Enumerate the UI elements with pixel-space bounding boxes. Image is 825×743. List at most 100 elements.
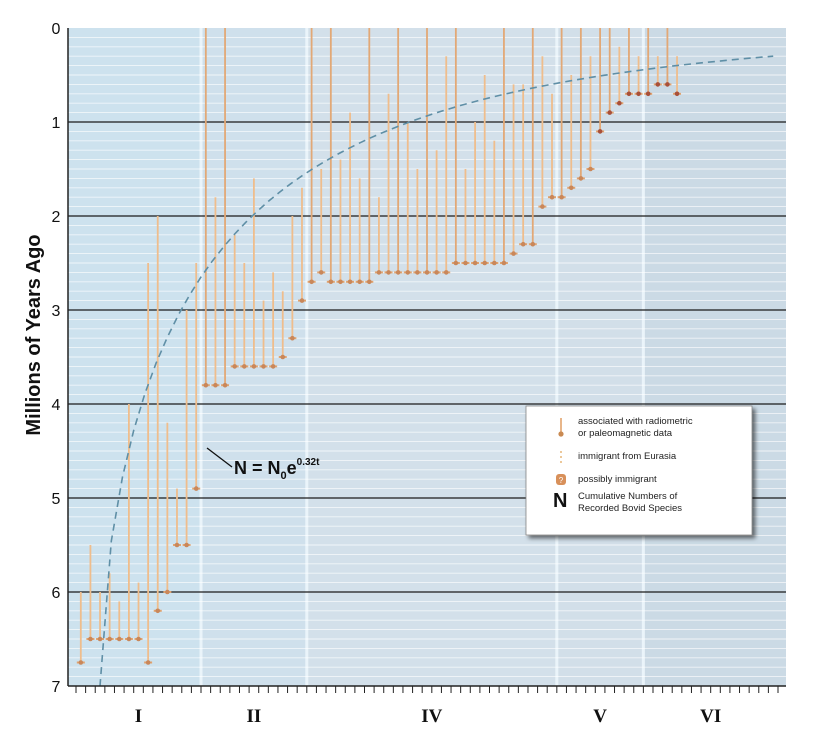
species-bar — [509, 84, 518, 256]
y-tick-label: 0 — [52, 21, 61, 38]
species-bar — [586, 56, 595, 172]
first-appearance-dot — [213, 382, 218, 388]
y-axis-tick-labels: 0 1 2 3 4 5 6 7 — [52, 21, 61, 696]
species-bar — [403, 122, 412, 275]
y-tick-label: 7 — [52, 679, 61, 696]
phase-label-v: V — [593, 706, 607, 727]
species-bar — [605, 28, 614, 115]
first-appearance-dot — [145, 660, 151, 665]
species-bar — [519, 84, 528, 247]
first-appearance-dot — [607, 110, 613, 115]
species-range-bars — [76, 28, 682, 665]
species-bar — [471, 122, 480, 266]
first-appearance-dot — [511, 251, 516, 256]
species-bar — [201, 28, 210, 388]
first-appearance-dot — [155, 608, 161, 614]
species-bar — [365, 28, 374, 285]
y-tick-label: 2 — [52, 209, 61, 226]
first-appearance-dot — [290, 335, 295, 341]
phase-label-i: I — [135, 706, 142, 727]
legend-label-immigrant: immigrant from Eurasia — [578, 451, 677, 462]
species-bar — [442, 56, 451, 275]
species-bar — [624, 28, 633, 97]
species-bar — [615, 46, 624, 106]
first-appearance-dot — [184, 542, 189, 548]
species-bar — [124, 404, 133, 642]
species-bar — [673, 56, 682, 97]
legend: associated with radiometric or paleomagne… — [525, 405, 753, 536]
first-appearance-dot — [203, 382, 209, 388]
species-bar — [634, 56, 643, 97]
species-bar — [663, 28, 672, 87]
species-bar — [240, 263, 249, 369]
legend-marker-n: N — [553, 490, 567, 512]
formula-pointer — [206, 447, 233, 468]
first-appearance-dot — [309, 279, 314, 285]
first-appearance-dot — [482, 260, 487, 266]
species-bar — [557, 28, 566, 200]
formula-text: N = N0e0.32t — [234, 457, 320, 482]
species-bar — [115, 601, 124, 642]
first-appearance-dot — [338, 279, 343, 285]
species-bar — [567, 75, 576, 191]
y-tick-label: 1 — [52, 115, 61, 132]
first-appearance-dot — [165, 589, 170, 595]
species-bar — [259, 300, 268, 369]
species-bar — [461, 169, 470, 266]
species-bar — [153, 216, 162, 614]
species-bar — [76, 592, 85, 665]
species-bar — [211, 197, 220, 388]
first-appearance-dot — [116, 636, 122, 642]
first-appearance-dot — [578, 176, 584, 181]
phase-label-vi: VI — [700, 706, 721, 727]
species-bar — [384, 93, 393, 275]
first-appearance-dot — [424, 270, 430, 275]
species-bar — [269, 272, 278, 369]
first-appearance-dot — [665, 82, 670, 87]
species-bar — [538, 56, 547, 209]
y-tick-label: 4 — [52, 397, 61, 414]
species-bar — [249, 178, 258, 369]
first-appearance-dot — [674, 91, 680, 97]
species-bar — [307, 28, 316, 285]
species-bar — [86, 545, 95, 642]
species-bar — [163, 422, 172, 595]
species-bar — [221, 28, 230, 388]
species-bar — [644, 28, 653, 97]
species-bar — [394, 28, 403, 275]
first-appearance-dot — [540, 204, 545, 209]
first-appearance-dot — [645, 91, 651, 97]
first-appearance-dot — [463, 260, 468, 266]
y-tick-label: 3 — [52, 303, 61, 320]
first-appearance-dot — [222, 382, 228, 388]
phase-label-ii: II — [247, 706, 262, 727]
first-appearance-dot — [453, 260, 459, 266]
first-appearance-dot — [520, 241, 526, 247]
first-appearance-dot — [251, 364, 257, 369]
exponential-trend-line — [99, 55, 774, 687]
first-appearance-dot — [376, 270, 382, 275]
first-appearance-dot — [107, 636, 112, 642]
species-bar — [278, 291, 287, 360]
species-bar — [653, 56, 662, 87]
first-appearance-dot — [530, 241, 536, 247]
first-appearance-dot — [626, 91, 632, 97]
first-appearance-dot — [434, 270, 439, 275]
first-appearance-dot — [636, 91, 641, 97]
legend-label-radiometric: associated with radiometric or paleomagne… — [578, 416, 693, 439]
first-appearance-dot — [136, 636, 141, 642]
species-bar — [192, 263, 201, 491]
species-bar — [451, 28, 460, 266]
species-bar — [490, 140, 499, 266]
y-axis-label: Millions of Years Ago — [23, 234, 45, 435]
first-appearance-dot — [261, 364, 266, 369]
first-appearance-dot — [126, 636, 132, 642]
first-appearance-dot — [405, 270, 411, 275]
phase-labels: I II IV V VI — [135, 706, 721, 727]
svg-text:?: ? — [559, 476, 564, 485]
first-appearance-dot — [367, 279, 372, 285]
species-bar — [96, 592, 105, 642]
species-bar — [230, 234, 239, 369]
first-appearance-dot — [386, 270, 391, 275]
